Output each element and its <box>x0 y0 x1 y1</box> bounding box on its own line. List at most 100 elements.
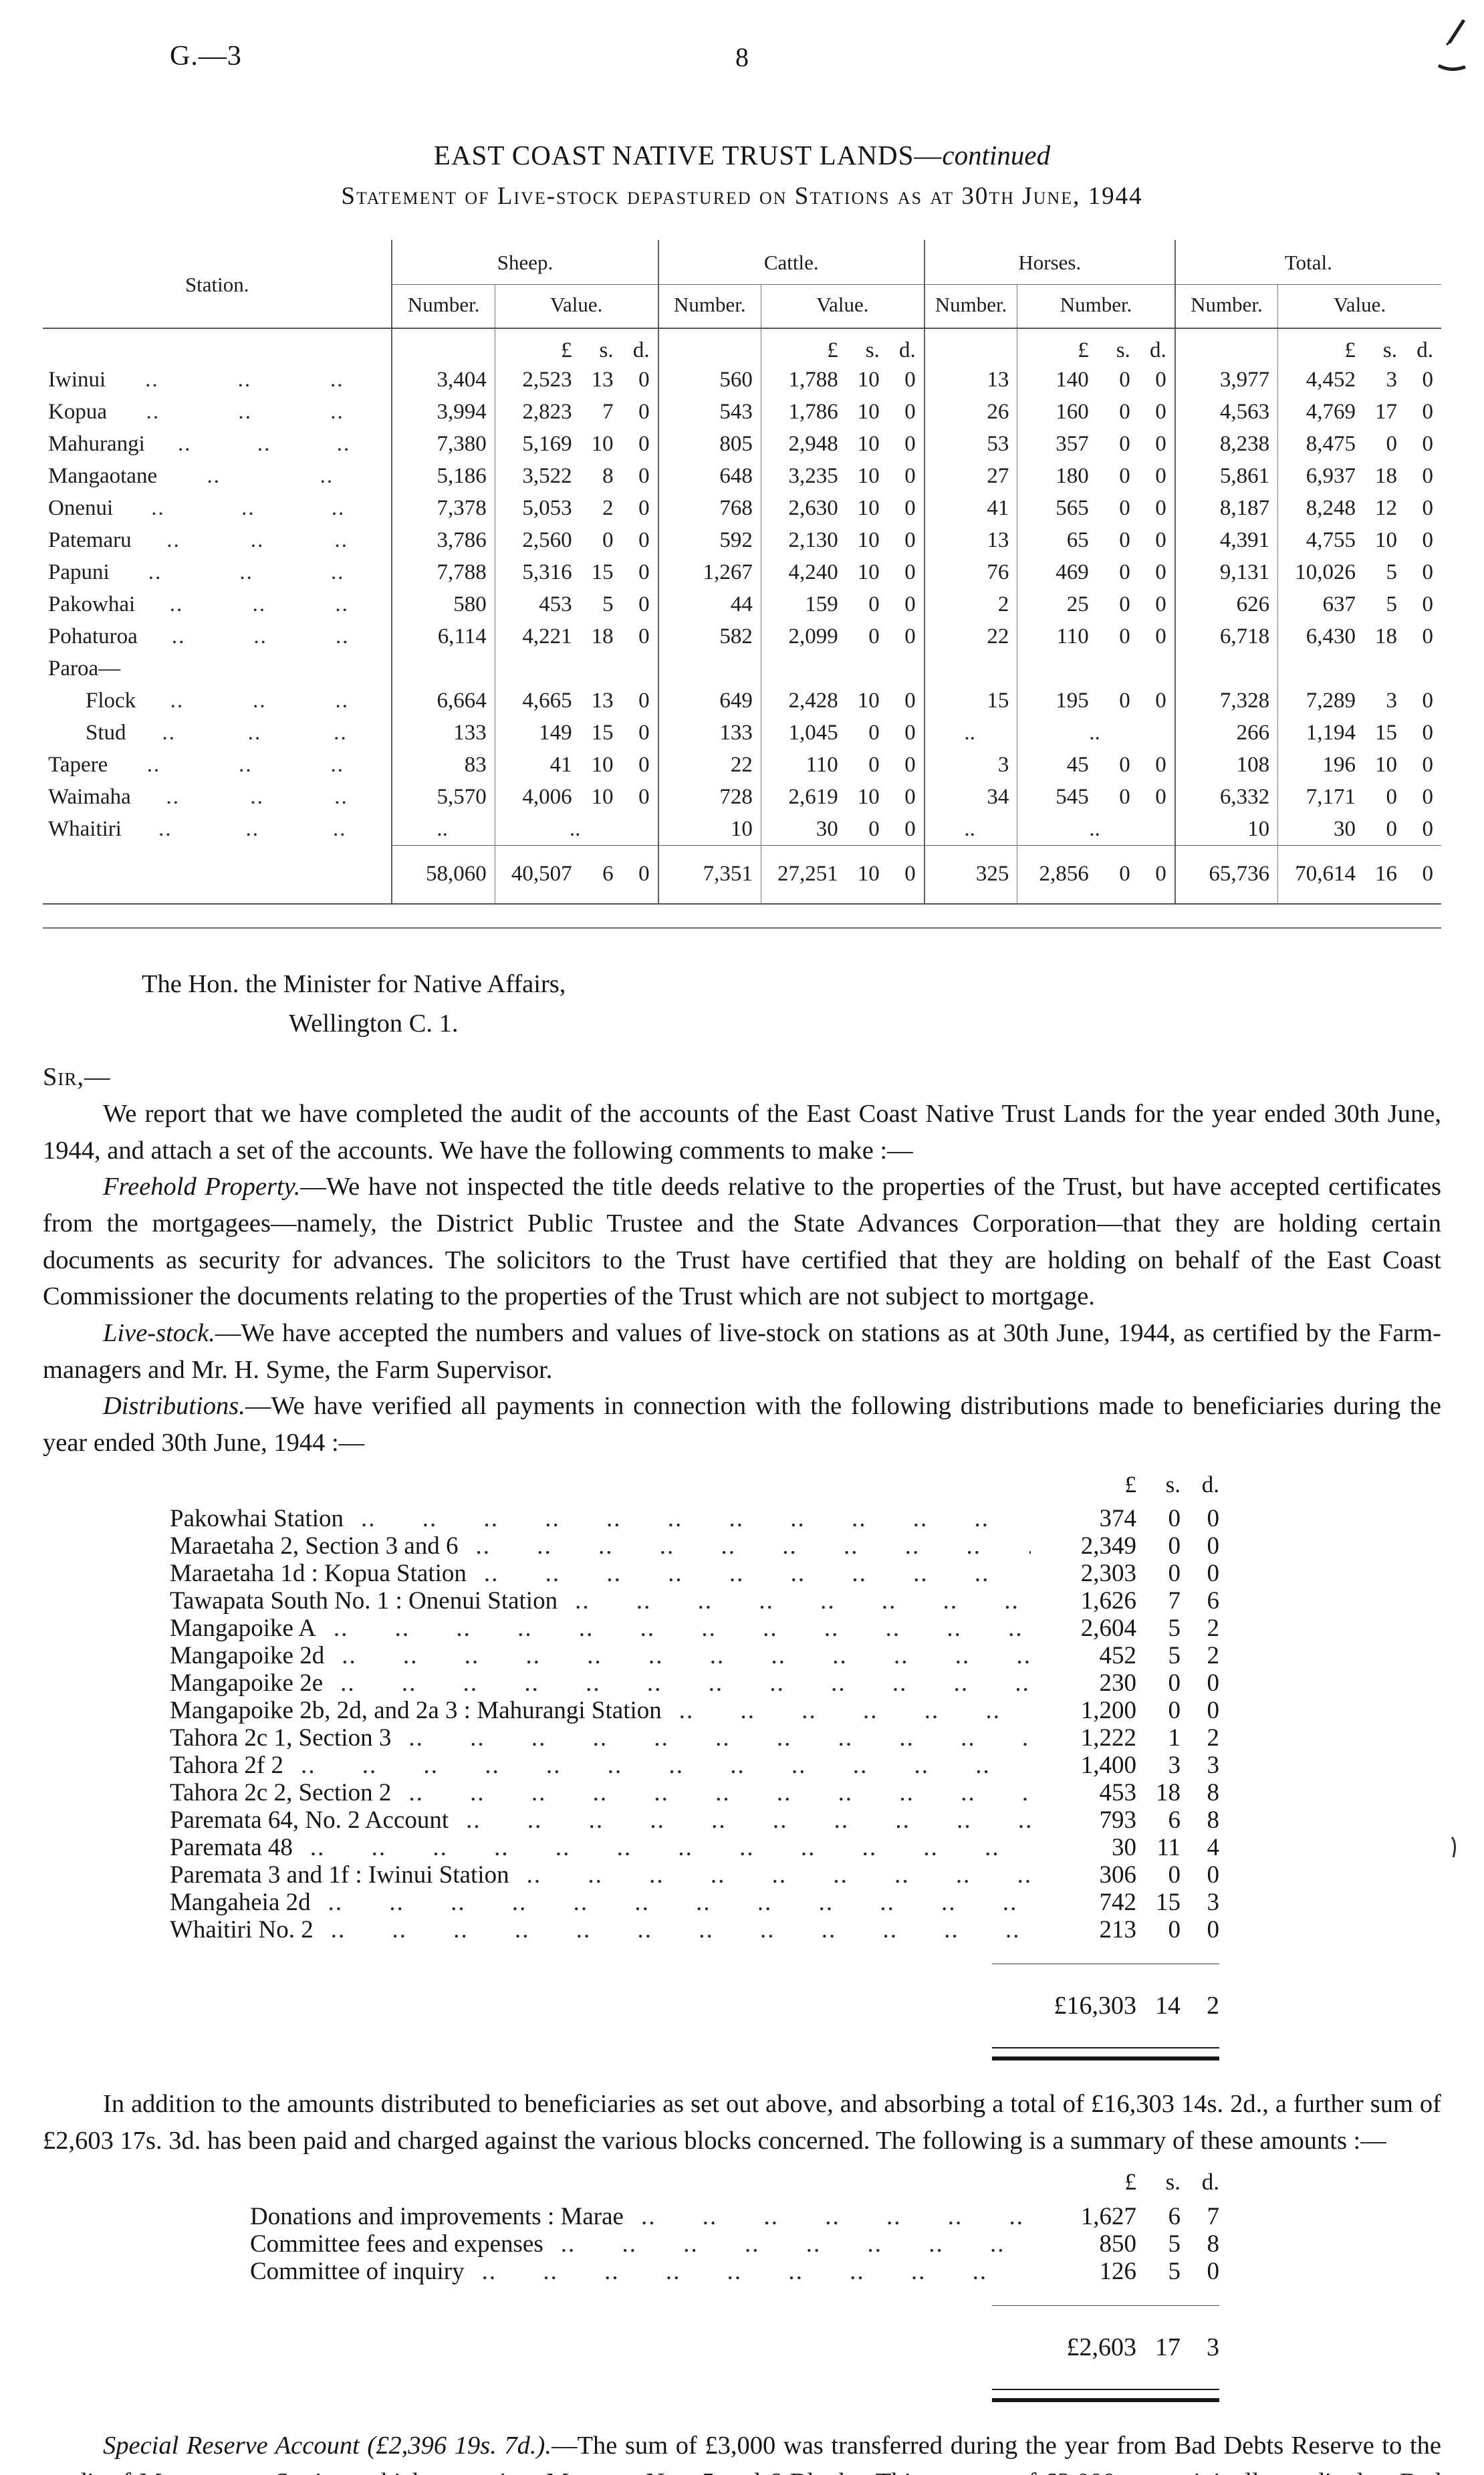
dot-leader: .. <box>334 785 348 809</box>
station-name-wrap: Stud...... <box>48 718 383 747</box>
currency-amount: 110 0 0 <box>1023 622 1166 651</box>
amount-p: 1,786 <box>788 400 838 424</box>
value-cell: 545 0 0 <box>1017 781 1175 813</box>
number-cell: 83 <box>391 749 495 781</box>
number-cell: 648 <box>657 460 761 492</box>
summary-total-pence: 3 <box>1207 2333 1219 2362</box>
item-name: Pakowhai Station <box>170 1505 344 1533</box>
amount-p: 3,235 <box>788 464 838 488</box>
pence-label: d. <box>1201 1471 1219 1498</box>
amount-s: 16 <box>1375 862 1397 886</box>
value-cell <box>1017 653 1175 685</box>
currency-amount: 2,099 0 0 <box>767 622 916 651</box>
currency-amount: 110 0 0 <box>767 750 916 780</box>
amount-d: 0 <box>904 496 916 520</box>
column-header: Value. <box>494 284 658 329</box>
dot-leader: .. <box>253 689 267 713</box>
amount-d: 0 <box>1422 496 1434 520</box>
value-cell: 7,289 3 0 <box>1277 685 1441 717</box>
dot-leader: .. <box>239 753 253 777</box>
amount-s: 18 <box>1156 1779 1181 1807</box>
livestock-table: Station. Sheep. Cattle. Horses. Total. Number… <box>43 240 1441 905</box>
number-cell: 6,114 <box>391 620 495 653</box>
amount-d: 0 <box>904 624 916 649</box>
amount-p: 2,428 <box>788 689 838 713</box>
amount-p: 230 <box>1099 1669 1137 1697</box>
amount-s: 3 <box>1168 1752 1181 1780</box>
distribution-total-double-rule <box>992 2047 1219 2061</box>
list-item: Mangapoike 2e .. .. .. .. .. .. .. .. .. … <box>170 1669 1219 1697</box>
dot-leader: .. <box>335 624 350 649</box>
amount-p: 30 <box>1112 1834 1136 1862</box>
amount-p: £ <box>1344 338 1356 362</box>
currency-amount: 45 0 0 <box>1023 750 1166 780</box>
amount-s: 5 <box>1168 1615 1181 1643</box>
value-cell: 5,316 15 0 <box>494 556 658 588</box>
item-name: Mangapoike 2d <box>170 1642 325 1670</box>
amount-p: 41 <box>549 753 572 777</box>
amount-d: 8 <box>1207 1806 1220 1835</box>
amount-s: 13 <box>591 368 614 392</box>
value-cell: 453 5 0 <box>494 588 658 620</box>
station-name-wrap: Tapere...... <box>48 750 383 780</box>
dot-leader: .. .. .. .. .. .. .. .. .. .. .. .. .. .… <box>301 1752 1031 1780</box>
amount-s: 1 <box>1168 1724 1181 1752</box>
addition-paragraph: In addition to the amounts distributed t… <box>43 2086 1441 2159</box>
value-cell: 2,560 0 0 <box>494 524 658 556</box>
number-cell <box>657 328 761 364</box>
currency-amount: 2,948 10 0 <box>767 429 916 459</box>
body-text: —We have verified all payments in connec… <box>43 1392 1441 1457</box>
amount-d: 0 <box>1422 785 1434 809</box>
currency-amount: 8,248 12 0 <box>1283 493 1433 523</box>
currency-amount: 70,614 16 0 <box>1283 860 1433 887</box>
summary-total-rule <box>992 2305 1219 2307</box>
amount-s: 10 <box>857 528 880 552</box>
pounds-symbol: £ <box>1124 2169 1137 2196</box>
amount-p: 452 <box>1099 1642 1137 1670</box>
currency-amount: 357 0 0 <box>1023 429 1166 459</box>
column-header: Value. <box>760 284 924 329</box>
dot-leader: .. .. .. .. .. .. .. .. .. .. .. .. .. .… <box>560 2230 1031 2258</box>
value-cell: 2,523 13 0 <box>494 364 658 396</box>
value-cell: 5,053 2 0 <box>494 492 658 524</box>
number-cell: 7,378 <box>391 492 495 524</box>
list-item: Committee fees and expenses .. .. .. .. .… <box>170 2230 1219 2258</box>
amount-s: 18 <box>1375 624 1397 649</box>
amount-s: 15 <box>591 560 614 584</box>
amount-p: 7,171 <box>1306 785 1356 809</box>
number-cell: 2 <box>923 588 1017 620</box>
amount-s: 10 <box>857 785 880 809</box>
dot-leader: .. <box>171 624 186 649</box>
amount-s: 0 <box>868 817 880 841</box>
closing-paragraphs: Special Reserve Account (£2,396 19s. 7d.… <box>43 2428 1441 2475</box>
station-name: Tapere <box>48 753 108 777</box>
amount-p: 2,523 <box>522 368 572 392</box>
amount-d: 0 <box>904 785 916 809</box>
amount-d: 0 <box>904 400 916 424</box>
amount-s: 0 <box>1168 1560 1181 1588</box>
number-cell: 133 <box>657 717 761 749</box>
dot-leader: .. <box>162 721 176 745</box>
number-cell: 22 <box>923 620 1017 653</box>
item-name: Whaitiri No. 2 <box>170 1916 314 1944</box>
value-cell: 8,248 12 0 <box>1277 492 1441 524</box>
amount-p: 545 <box>1056 785 1089 809</box>
number-cell: 22 <box>657 749 761 781</box>
item-name: Maraetaha 1d : Kopua Station <box>170 1560 467 1588</box>
amount-d: 0 <box>904 560 916 584</box>
currency-amount: 2,560 0 0 <box>501 525 649 555</box>
number-cell <box>923 328 1017 364</box>
value-cell: 7,171 0 0 <box>1277 781 1441 813</box>
amount-s: 0 <box>1119 624 1130 649</box>
number-cell: 4,563 <box>1174 396 1278 428</box>
amount-d: 0 <box>904 528 916 552</box>
body-text: —The sum of £3,000 was transferred durin… <box>43 2432 1441 2475</box>
currency-amount: 1,786 10 0 <box>767 397 916 427</box>
amount-d: 6 <box>1207 1587 1220 1615</box>
amount-p: 8,475 <box>1306 432 1356 456</box>
currency-amount: 1,194 15 0 <box>1283 718 1433 747</box>
amount-p: 469 <box>1056 560 1089 584</box>
amount-p: 2,130 <box>788 528 838 552</box>
currency-amount: £ s. d. <box>501 338 650 362</box>
amount-s: 0 <box>1119 464 1130 488</box>
